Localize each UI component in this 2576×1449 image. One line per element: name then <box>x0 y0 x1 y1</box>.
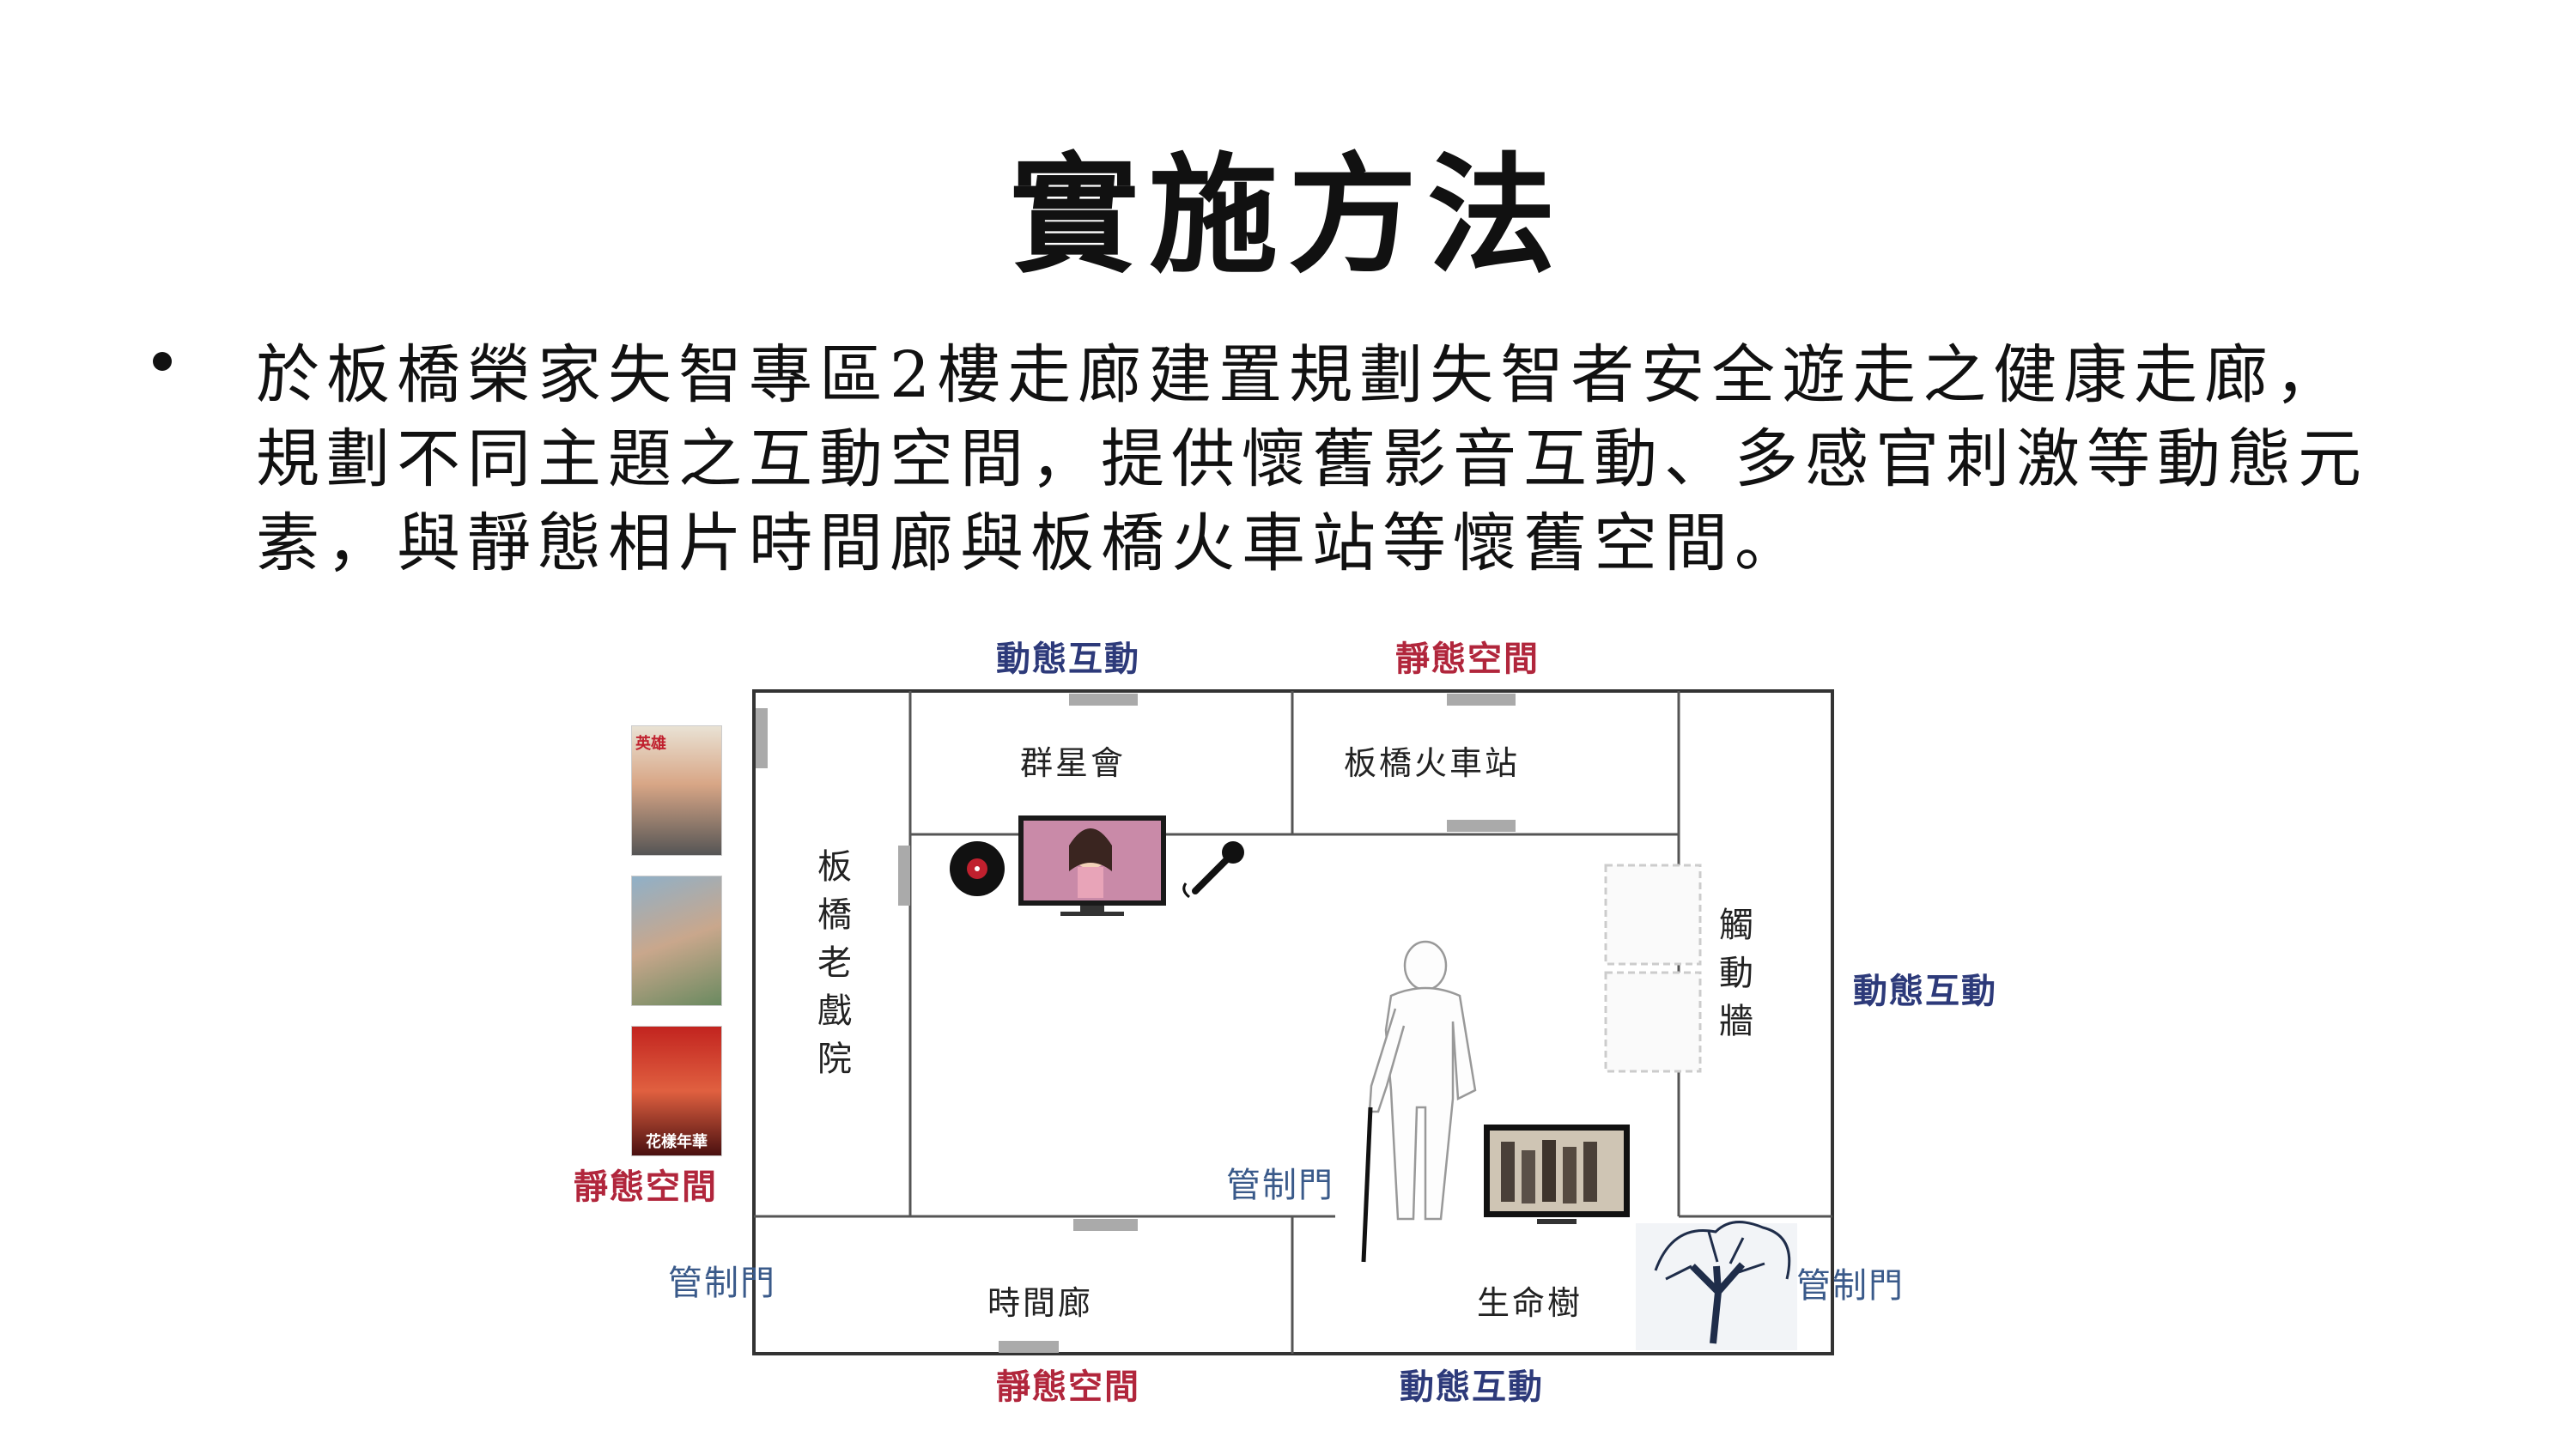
control-door-label-center: 管制門 <box>1226 1166 1334 1205</box>
room-label-time-corridor: 時間廊 <box>987 1284 1094 1322</box>
room-label-touch-wall: 觸動牆 <box>1719 906 1753 1041</box>
room-label-station: 板橋火車站 <box>1344 744 1521 782</box>
control-door-label-left: 管制門 <box>668 1264 776 1303</box>
door-marker <box>756 708 768 768</box>
room-label-star-club: 群星會 <box>1020 744 1127 782</box>
bullet-marker <box>153 352 172 371</box>
room-label-life-tree: 生命樹 <box>1477 1284 1583 1322</box>
tag-static-top: 靜態空間 <box>1395 639 1540 679</box>
tag-dynamic-right: 動態互動 <box>1853 971 1997 1011</box>
slide-title: 實施方法 <box>1009 140 1566 291</box>
tag-static-bottom: 靜態空間 <box>996 1367 1140 1407</box>
door-marker <box>1073 1219 1138 1231</box>
vinyl-record-icon <box>950 841 1005 896</box>
poster-caption: 花樣年華 <box>646 1133 708 1151</box>
bullet-line-1: 於板橋榮家失智專區2樓走廊建置規劃失智者安全遊走之健康走廊， <box>256 338 2346 412</box>
tv-icon <box>1018 815 1166 916</box>
elderly-person-icon <box>1368 940 1477 1221</box>
touch-wall-panels <box>1604 864 1702 1073</box>
poster-hero: 英雄 <box>631 725 722 856</box>
walking-cane-icon <box>1361 1106 1373 1263</box>
poster-in-the-mood: 花樣年華 <box>631 1026 722 1156</box>
tag-static-left: 靜態空間 <box>574 1167 718 1207</box>
tag-dynamic-bottom: 動態互動 <box>1400 1367 1544 1407</box>
bullet-line-2: 規劃不同主題之互動空間，提供懷舊影音互動、多感官刺激等動態元 <box>256 422 2368 496</box>
poster-caption: 英雄 <box>635 735 666 753</box>
poster-soldier <box>631 876 722 1006</box>
photo-tv-icon <box>1484 1125 1630 1224</box>
bullet-text: 於板橋榮家失智專區2樓走廊建置規劃失智者安全遊走之健康走廊， 規劃不同主題之互動… <box>256 333 2454 585</box>
door-marker <box>1447 820 1516 832</box>
tree-of-life-icon <box>1636 1221 1797 1350</box>
door-marker <box>1069 694 1138 706</box>
door-marker <box>1447 694 1516 706</box>
control-door-label-right: 管制門 <box>1796 1266 1905 1306</box>
door-marker <box>898 846 910 906</box>
microphone-icon <box>1182 841 1244 899</box>
room-label-theater: 板橋老戲院 <box>817 847 852 1079</box>
bullet-line-3: 素，與靜態相片時間廊與板橋火車站等懷舊空間。 <box>256 506 1805 580</box>
tag-dynamic-top: 動態互動 <box>996 639 1140 679</box>
door-marker <box>999 1341 1059 1353</box>
